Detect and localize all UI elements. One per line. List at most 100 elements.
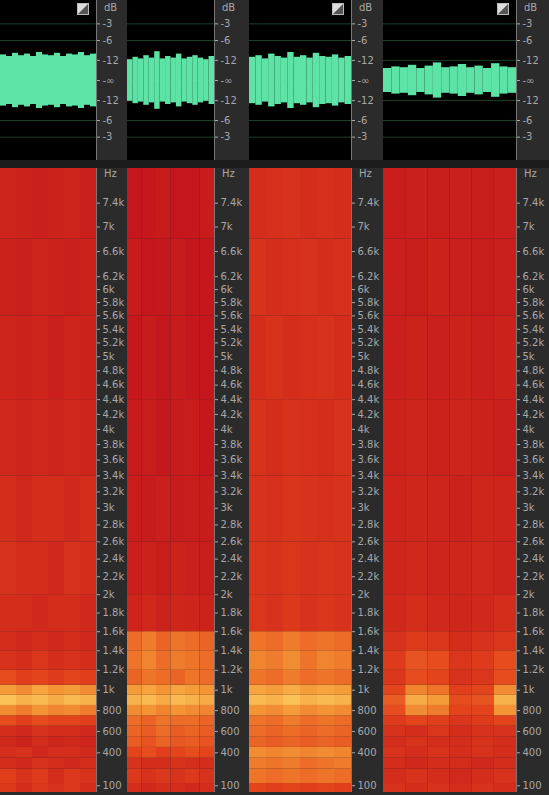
svg-text:2.2k: 2.2k	[103, 571, 125, 582]
svg-text:4.8k: 4.8k	[358, 365, 380, 376]
svg-text:1k: 1k	[221, 684, 233, 695]
svg-text:-3: -3	[221, 131, 231, 142]
svg-text:-3: -3	[523, 131, 533, 142]
svg-text:1.2k: 1.2k	[358, 664, 380, 675]
svg-text:4k: 4k	[221, 424, 233, 435]
svg-text:1.8k: 1.8k	[221, 607, 243, 618]
svg-text:5.6k: 5.6k	[103, 310, 125, 321]
svg-text:5.2k: 5.2k	[103, 337, 125, 348]
svg-text:800: 800	[221, 705, 240, 716]
svg-text:-∞: -∞	[221, 75, 233, 86]
svg-text:-3: -3	[358, 18, 368, 29]
svg-text:1.4k: 1.4k	[221, 645, 243, 656]
svg-text:6k: 6k	[103, 284, 115, 295]
svg-text:1.8k: 1.8k	[523, 607, 545, 618]
svg-text:3.4k: 3.4k	[103, 470, 125, 481]
svg-text:100: 100	[221, 780, 240, 791]
svg-text:6.2k: 6.2k	[523, 271, 545, 282]
svg-text:2.2k: 2.2k	[221, 571, 243, 582]
svg-text:-3: -3	[221, 18, 231, 29]
svg-text:2k: 2k	[523, 589, 535, 600]
svg-text:3.8k: 3.8k	[221, 439, 243, 450]
svg-text:2.6k: 2.6k	[103, 536, 125, 547]
svg-text:-6: -6	[358, 35, 368, 46]
svg-text:4.8k: 4.8k	[221, 365, 243, 376]
svg-text:-12: -12	[523, 95, 539, 106]
svg-text:-12: -12	[221, 55, 237, 66]
svg-text:600: 600	[103, 726, 122, 737]
svg-text:3.4k: 3.4k	[221, 470, 243, 481]
svg-text:6.6k: 6.6k	[358, 246, 380, 257]
svg-text:4.8k: 4.8k	[103, 365, 125, 376]
svg-text:-6: -6	[523, 115, 533, 126]
svg-text:6.6k: 6.6k	[523, 246, 545, 257]
svg-text:-12: -12	[103, 55, 119, 66]
svg-text:5.2k: 5.2k	[221, 337, 243, 348]
svg-text:3.2k: 3.2k	[221, 486, 243, 497]
svg-text:400: 400	[358, 747, 377, 758]
svg-text:1.6k: 1.6k	[358, 626, 380, 637]
svg-text:2k: 2k	[358, 589, 370, 600]
svg-text:6k: 6k	[358, 284, 370, 295]
svg-text:2.6k: 2.6k	[221, 536, 243, 547]
svg-text:5k: 5k	[221, 351, 233, 362]
svg-text:5.6k: 5.6k	[221, 310, 243, 321]
svg-text:4.2k: 4.2k	[523, 409, 545, 420]
svg-text:5k: 5k	[523, 351, 535, 362]
svg-text:5.8k: 5.8k	[523, 297, 545, 308]
svg-text:5.2k: 5.2k	[523, 337, 545, 348]
svg-text:1.8k: 1.8k	[358, 607, 380, 618]
svg-text:-∞: -∞	[103, 75, 115, 86]
svg-text:-∞: -∞	[358, 75, 370, 86]
svg-text:6.6k: 6.6k	[103, 246, 125, 257]
svg-text:7k: 7k	[221, 221, 233, 232]
svg-text:4.4k: 4.4k	[358, 394, 380, 405]
svg-text:3.2k: 3.2k	[523, 486, 545, 497]
svg-text:3.8k: 3.8k	[358, 439, 380, 450]
svg-text:4.8k: 4.8k	[523, 365, 545, 376]
svg-text:-12: -12	[103, 95, 119, 106]
svg-text:400: 400	[523, 747, 542, 758]
svg-text:5.8k: 5.8k	[358, 297, 380, 308]
svg-text:-3: -3	[103, 131, 113, 142]
svg-text:800: 800	[523, 705, 542, 716]
svg-text:-12: -12	[523, 55, 539, 66]
svg-text:1.4k: 1.4k	[103, 645, 125, 656]
svg-text:800: 800	[103, 705, 122, 716]
svg-text:600: 600	[221, 726, 240, 737]
svg-text:2.6k: 2.6k	[523, 536, 545, 547]
svg-text:6k: 6k	[221, 284, 233, 295]
svg-text:6.2k: 6.2k	[221, 271, 243, 282]
svg-text:2.4k: 2.4k	[221, 553, 243, 564]
svg-text:1.8k: 1.8k	[103, 607, 125, 618]
svg-text:1k: 1k	[103, 684, 115, 695]
svg-text:5.8k: 5.8k	[221, 297, 243, 308]
svg-text:7k: 7k	[523, 221, 535, 232]
svg-text:2.2k: 2.2k	[358, 571, 380, 582]
svg-text:3.8k: 3.8k	[523, 439, 545, 450]
svg-text:4k: 4k	[358, 424, 370, 435]
svg-text:2.8k: 2.8k	[221, 519, 243, 530]
svg-text:-6: -6	[221, 35, 231, 46]
svg-text:7k: 7k	[103, 221, 115, 232]
svg-text:5.6k: 5.6k	[358, 310, 380, 321]
svg-text:5.2k: 5.2k	[358, 337, 380, 348]
svg-text:100: 100	[358, 780, 377, 791]
svg-text:6.6k: 6.6k	[221, 246, 243, 257]
svg-text:-12: -12	[358, 55, 374, 66]
svg-text:3.6k: 3.6k	[358, 454, 380, 465]
svg-text:-∞: -∞	[523, 75, 535, 86]
svg-text:2.2k: 2.2k	[523, 571, 545, 582]
svg-text:600: 600	[523, 726, 542, 737]
svg-text:5.4k: 5.4k	[358, 324, 380, 335]
svg-text:6.2k: 6.2k	[103, 271, 125, 282]
svg-text:2.8k: 2.8k	[358, 519, 380, 530]
svg-text:-3: -3	[358, 131, 368, 142]
svg-text:400: 400	[103, 747, 122, 758]
svg-text:5.8k: 5.8k	[103, 297, 125, 308]
svg-text:5.6k: 5.6k	[523, 310, 545, 321]
svg-text:5k: 5k	[358, 351, 370, 362]
svg-text:3.6k: 3.6k	[103, 454, 125, 465]
svg-text:3.8k: 3.8k	[103, 439, 125, 450]
svg-text:3.6k: 3.6k	[523, 454, 545, 465]
